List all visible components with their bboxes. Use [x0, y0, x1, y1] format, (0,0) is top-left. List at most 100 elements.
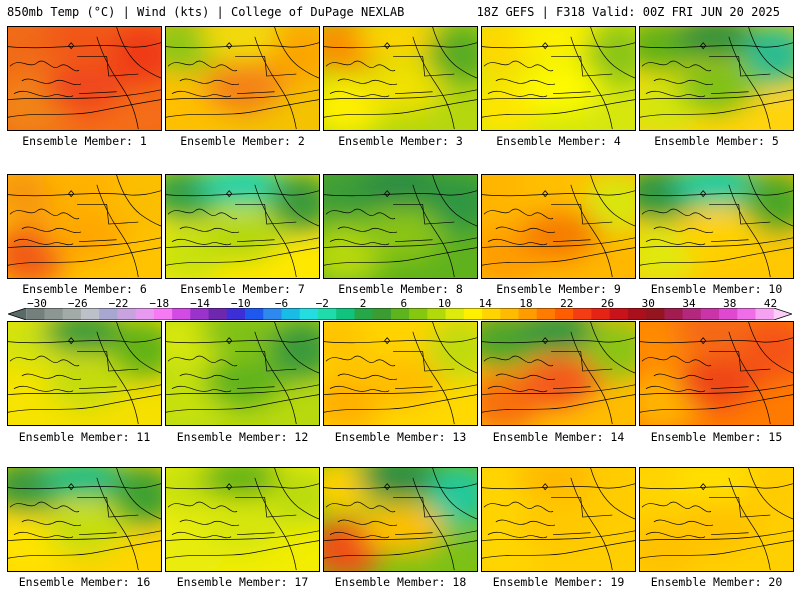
colorbar-tick-label: 34 — [682, 297, 696, 310]
colorbar-tick-label: −18 — [149, 297, 170, 310]
colorbar-segment — [245, 308, 264, 320]
temperature-field-map — [8, 175, 161, 278]
ensemble-member-map — [639, 467, 794, 572]
ensemble-member-map — [639, 321, 794, 426]
colorbar-segment — [554, 308, 574, 320]
ensemble-member-map — [323, 321, 478, 426]
temperature-field-map — [640, 468, 793, 571]
station-marker-icon — [700, 42, 707, 50]
temperature-field-map — [640, 175, 793, 278]
colorbar-tick-label: 22 — [560, 297, 574, 310]
station-marker-icon — [542, 42, 549, 50]
colorbar-segment — [372, 308, 392, 320]
ensemble-member-map — [639, 174, 794, 279]
colorbar-segment — [518, 308, 538, 320]
colorbar-segment — [773, 308, 792, 320]
station-marker-icon — [384, 190, 391, 198]
colorbar-segment — [390, 308, 410, 320]
colorbar-tick-label: 18 — [519, 297, 533, 310]
station-marker-icon — [542, 190, 549, 198]
temperature-field-map — [8, 468, 161, 571]
ensemble-member-label: Ensemble Member: 20 — [650, 575, 783, 589]
ensemble-member-label: Ensemble Member: 11 — [18, 430, 151, 444]
ensemble-member-label: Ensemble Member: 7 — [180, 282, 305, 296]
ensemble-member-map — [323, 174, 478, 279]
station-marker-icon — [226, 190, 233, 198]
colorbar-segment — [719, 308, 738, 320]
ensemble-member-map — [481, 321, 636, 426]
colorbar-segment — [627, 308, 647, 320]
colorbar-segment — [153, 308, 173, 320]
map-title: 850mb Temp (°C) | Wind (kts) | College o… — [7, 5, 405, 19]
ensemble-member-label: Ensemble Member: 2 — [180, 134, 305, 148]
ensemble-member-label: Ensemble Member: 12 — [176, 430, 309, 444]
colorbar-segment — [573, 308, 592, 320]
ensemble-member-map — [481, 174, 636, 279]
ensemble-member-label: Ensemble Member: 19 — [492, 575, 625, 589]
colorbar-segment — [354, 308, 374, 320]
colorbar-tick-label: −26 — [67, 297, 88, 310]
colorbar-segment — [737, 308, 757, 320]
temperature-field-map — [324, 322, 477, 425]
colorbar-segment — [500, 308, 520, 320]
ensemble-member-map — [165, 467, 320, 572]
temperature-field-map — [482, 175, 635, 278]
colorbar-tick-label: −22 — [108, 297, 129, 310]
colorbar-segment — [609, 308, 629, 320]
colorbar-tick-label: 6 — [400, 297, 408, 310]
ensemble-member-label: Ensemble Member: 10 — [650, 282, 783, 296]
colorbar-segment — [62, 308, 82, 320]
station-marker-icon — [384, 42, 391, 50]
temperature-field-map — [8, 322, 161, 425]
temperature-field-map — [324, 468, 477, 571]
ensemble-member-label: Ensemble Member: 17 — [176, 575, 309, 589]
temperature-field-map — [324, 27, 477, 130]
colorbar-segment — [409, 308, 428, 320]
colorbar-segment — [317, 308, 337, 320]
colorbar-segment — [8, 308, 27, 320]
colorbar-segment — [26, 308, 45, 320]
ensemble-member-map — [165, 174, 320, 279]
temperature-colorbar — [8, 308, 792, 320]
colorbar-tick-label: −6 — [274, 297, 289, 310]
colorbar-tick-label: 10 — [437, 297, 452, 310]
ensemble-member-label: Ensemble Member: 14 — [492, 430, 625, 444]
valid-time-label: 18Z GEFS | F318 Valid: 00Z FRI JUN 20 20… — [476, 5, 780, 19]
colorbar-tick-label: −10 — [230, 297, 251, 310]
station-marker-icon — [226, 42, 233, 50]
colorbar-segment — [482, 308, 501, 320]
colorbar-segment — [117, 308, 137, 320]
ensemble-member-label: Ensemble Member: 1 — [22, 134, 147, 148]
colorbar-segment — [135, 308, 155, 320]
ensemble-member-map — [7, 321, 162, 426]
station-marker-icon — [226, 337, 233, 345]
colorbar-segment — [463, 308, 483, 320]
colorbar-segment — [190, 308, 210, 320]
temperature-field-map — [8, 27, 161, 130]
station-marker-icon — [542, 337, 549, 345]
station-marker-icon — [700, 483, 707, 491]
colorbar-tick-label: 30 — [641, 297, 655, 310]
colorbar-tick-label: 2 — [359, 297, 367, 310]
station-marker-icon — [68, 42, 75, 50]
ensemble-member-label: Ensemble Member: 16 — [18, 575, 151, 589]
colorbar-segment — [591, 308, 611, 320]
ensemble-member-map — [323, 467, 478, 572]
colorbar-segment — [99, 308, 118, 320]
ensemble-member-label: Ensemble Member: 6 — [22, 282, 147, 296]
temperature-field-map — [482, 322, 635, 425]
temperature-field-map — [482, 468, 635, 571]
colorbar-tick-label: 26 — [600, 297, 615, 310]
ensemble-member-map — [639, 26, 794, 131]
colorbar-segment — [646, 308, 665, 320]
colorbar-tick-label: 42 — [763, 297, 778, 310]
colorbar-segment — [226, 308, 246, 320]
colorbar-tick-label: −14 — [190, 297, 210, 310]
station-marker-icon — [700, 190, 707, 198]
colorbar-segment — [281, 308, 301, 320]
colorbar-tick-label: −2 — [315, 297, 329, 310]
colorbar-segment — [700, 308, 720, 320]
colorbar-segment — [299, 308, 319, 320]
colorbar-tick-label: −30 — [27, 297, 47, 310]
temperature-field-map — [166, 322, 319, 425]
